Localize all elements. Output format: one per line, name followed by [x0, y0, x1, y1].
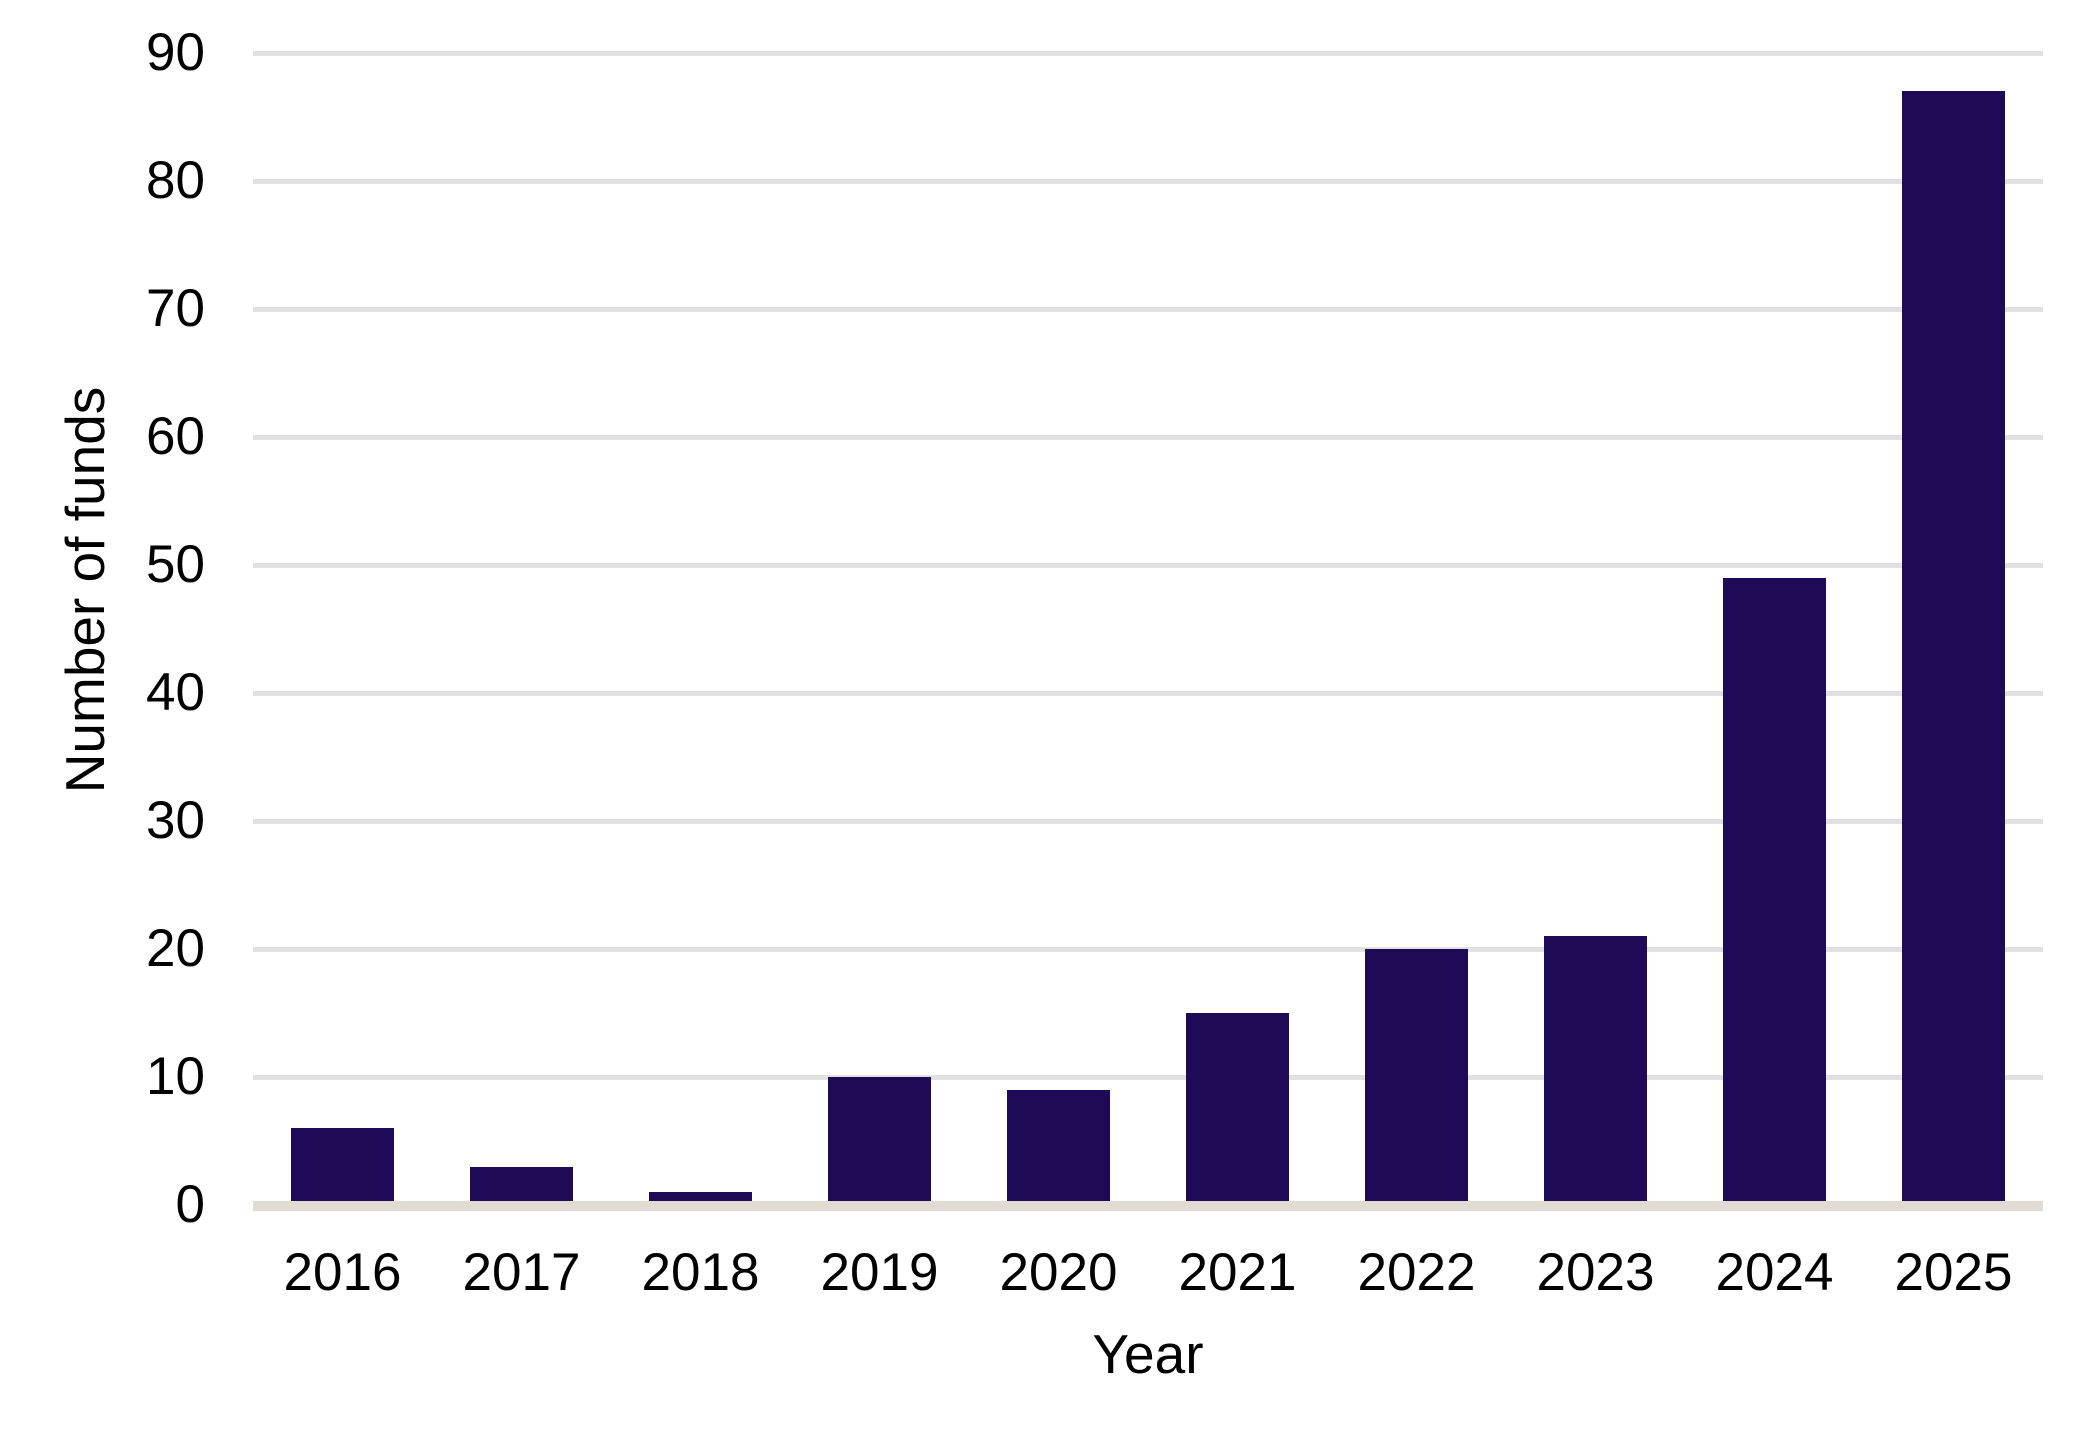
x-axis-line	[253, 1201, 2043, 1211]
y-tick-label-20: 20	[146, 919, 205, 978]
bar-2025	[1902, 91, 2005, 1201]
gridline-50	[253, 562, 2043, 568]
bar-2024	[1723, 577, 1826, 1201]
x-tick-label-2025: 2025	[1894, 1243, 2013, 1302]
y-tick-label-90: 90	[146, 23, 205, 82]
bar-2017	[470, 1166, 573, 1201]
x-axis-title: Year	[1092, 1323, 1204, 1385]
gridline-20	[253, 946, 2043, 952]
x-tick-label-2024: 2024	[1715, 1243, 1834, 1302]
y-tick-label-50: 50	[146, 535, 205, 594]
bar-2021	[1186, 1013, 1289, 1201]
bar-2020	[1007, 1089, 1110, 1201]
x-tick-label-2019: 2019	[820, 1243, 939, 1302]
bar-2023	[1544, 936, 1647, 1201]
x-tick-label-2022: 2022	[1357, 1243, 1476, 1302]
y-tick-label-10: 10	[146, 1047, 205, 1106]
y-tick-label-40: 40	[146, 663, 205, 722]
bar-2022	[1365, 949, 1468, 1201]
y-tick-label-60: 60	[146, 407, 205, 466]
x-tick-label-2017: 2017	[462, 1243, 581, 1302]
bar-2016	[291, 1128, 394, 1201]
bar-2018	[649, 1192, 752, 1201]
gridline-70	[253, 306, 2043, 312]
x-tick-label-2020: 2020	[999, 1243, 1118, 1302]
y-tick-label-80: 80	[146, 151, 205, 210]
x-tick-label-2018: 2018	[641, 1243, 760, 1302]
gridline-60	[253, 434, 2043, 440]
gridline-10	[253, 1074, 2043, 1080]
y-tick-label-70: 70	[146, 279, 205, 338]
y-tick-label-30: 30	[146, 791, 205, 850]
y-tick-label-0: 0	[175, 1175, 205, 1234]
gridline-30	[253, 818, 2043, 824]
x-tick-label-2021: 2021	[1178, 1243, 1297, 1302]
x-tick-label-2016: 2016	[283, 1243, 402, 1302]
bar-2019	[828, 1077, 931, 1201]
x-tick-label-2023: 2023	[1536, 1243, 1655, 1302]
gridline-90	[253, 50, 2043, 56]
gridline-80	[253, 178, 2043, 184]
gridline-40	[253, 690, 2043, 696]
